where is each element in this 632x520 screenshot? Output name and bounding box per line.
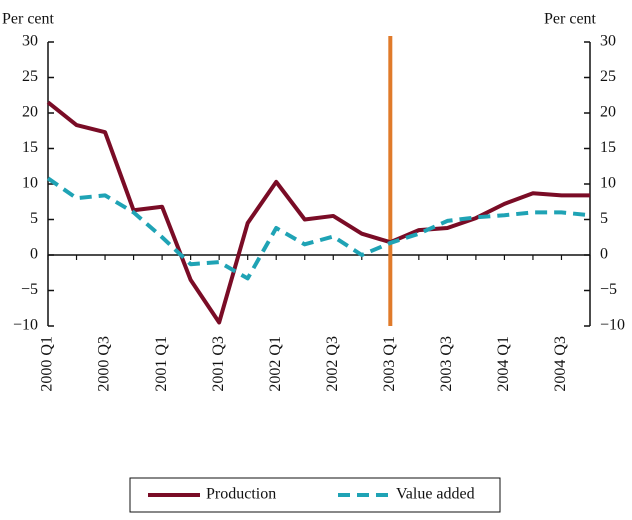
x-tick-label: 2000 Q3	[96, 336, 113, 392]
y-tick-label: 20	[22, 104, 38, 121]
y2-tick-label: 20	[600, 104, 616, 121]
y2-tick-label: 10	[600, 175, 616, 192]
y2-tick-label: 0	[600, 246, 608, 263]
x-tick-label: 2002 Q3	[324, 336, 341, 392]
series-line	[46, 176, 591, 281]
y2-tick-label: 5	[600, 210, 608, 227]
y2-tick-label: −10	[600, 317, 625, 334]
y-tick-label: 25	[22, 68, 38, 85]
y-tick-label: 5	[30, 210, 38, 227]
x-tick-label: 2000 Q1	[39, 336, 56, 392]
y2-axis-label: Per cent	[544, 11, 597, 28]
legend-label: Value added	[396, 486, 475, 503]
y2-tick-label: −5	[600, 281, 617, 298]
x-tick-label: 2001 Q3	[210, 336, 227, 392]
y2-tick-label: 15	[600, 139, 616, 156]
y2-tick-label: 30	[600, 33, 616, 50]
y-axis-label: Per cent	[2, 11, 55, 28]
x-tick-label: 2003 Q1	[381, 336, 398, 392]
x-tick-label: 2003 Q3	[438, 336, 455, 392]
x-tick-label: 2004 Q3	[552, 336, 569, 392]
y-tick-label: 0	[30, 246, 38, 263]
y-tick-label: 15	[22, 139, 38, 156]
y2-tick-label: 25	[600, 68, 616, 85]
x-tick-label: 2004 Q1	[495, 336, 512, 392]
legend-box	[129, 477, 501, 513]
x-tick-label: 2001 Q1	[153, 336, 170, 392]
y-tick-label: 10	[22, 175, 38, 192]
legend-label: Production	[206, 486, 276, 503]
x-tick-label: 2002 Q1	[267, 336, 284, 392]
series-line	[46, 100, 590, 325]
y-tick-label: −10	[13, 317, 38, 334]
y-tick-label: −5	[21, 281, 38, 298]
y-tick-label: 30	[22, 33, 38, 50]
